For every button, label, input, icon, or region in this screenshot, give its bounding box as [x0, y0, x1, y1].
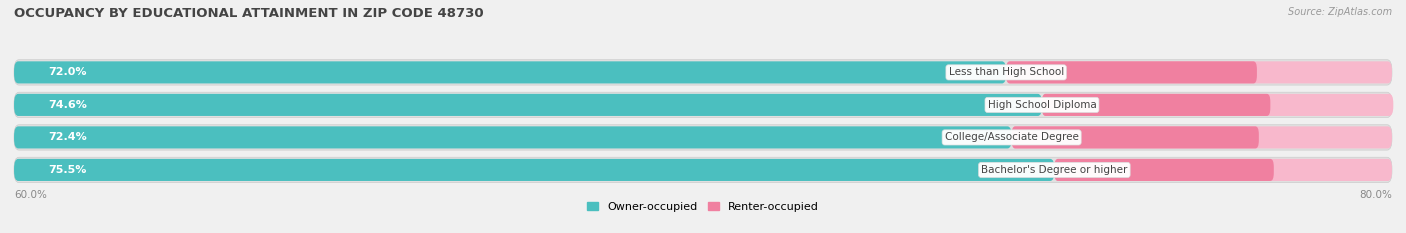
FancyBboxPatch shape — [14, 60, 1392, 85]
FancyBboxPatch shape — [1042, 94, 1393, 116]
FancyBboxPatch shape — [14, 125, 1392, 150]
Text: 75.5%: 75.5% — [48, 165, 87, 175]
FancyBboxPatch shape — [14, 61, 1007, 83]
FancyBboxPatch shape — [1012, 126, 1392, 148]
FancyBboxPatch shape — [1054, 159, 1274, 181]
Text: 80.0%: 80.0% — [1360, 190, 1392, 200]
FancyBboxPatch shape — [1007, 61, 1257, 83]
FancyBboxPatch shape — [1007, 61, 1392, 83]
FancyBboxPatch shape — [1054, 159, 1392, 181]
Text: 60.0%: 60.0% — [14, 190, 46, 200]
FancyBboxPatch shape — [14, 94, 1042, 116]
FancyBboxPatch shape — [14, 92, 1392, 118]
Text: 74.6%: 74.6% — [48, 100, 87, 110]
FancyBboxPatch shape — [14, 126, 1012, 148]
FancyBboxPatch shape — [14, 159, 1054, 181]
FancyBboxPatch shape — [14, 157, 1392, 183]
Text: High School Diploma: High School Diploma — [987, 100, 1097, 110]
Text: Source: ZipAtlas.com: Source: ZipAtlas.com — [1288, 7, 1392, 17]
Text: College/Associate Degree: College/Associate Degree — [945, 132, 1078, 142]
Text: 72.4%: 72.4% — [48, 132, 87, 142]
Text: OCCUPANCY BY EDUCATIONAL ATTAINMENT IN ZIP CODE 48730: OCCUPANCY BY EDUCATIONAL ATTAINMENT IN Z… — [14, 7, 484, 20]
Text: 72.0%: 72.0% — [48, 67, 87, 77]
FancyBboxPatch shape — [1042, 94, 1271, 116]
FancyBboxPatch shape — [1012, 126, 1258, 148]
Text: Less than High School: Less than High School — [949, 67, 1064, 77]
Text: Bachelor's Degree or higher: Bachelor's Degree or higher — [981, 165, 1128, 175]
Legend: Owner-occupied, Renter-occupied: Owner-occupied, Renter-occupied — [582, 197, 824, 216]
